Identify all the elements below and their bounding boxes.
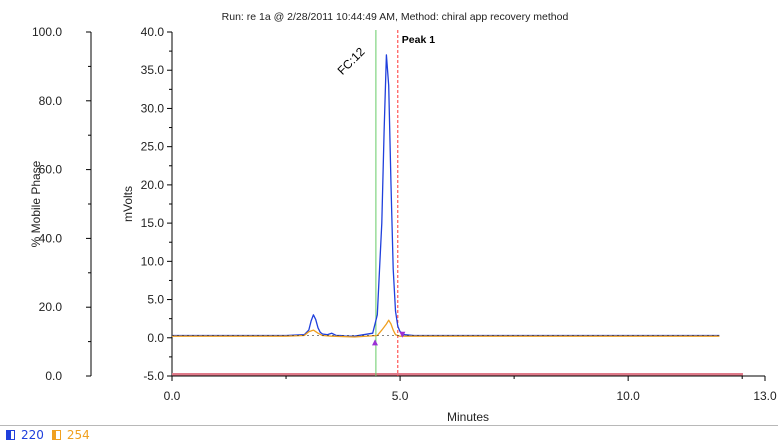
plot-area: FC:12 Peak 1 <box>172 30 743 376</box>
legend-item-220: 220 <box>6 428 44 442</box>
chromatogram-chart: Run: re 1a @ 2/28/2011 10:44:49 AM, Meth… <box>29 11 777 424</box>
y-tick-label: 25.0 <box>141 140 165 154</box>
x-tick-label: 0.0 <box>164 389 181 403</box>
y2-tick-label: 100.0 <box>32 25 62 39</box>
y-tick-label: 35.0 <box>141 63 165 77</box>
y2-tick-label: 80.0 <box>39 94 63 108</box>
y2-tick-label: 0.0 <box>45 369 62 383</box>
y-tick-label: 0.0 <box>147 331 164 345</box>
legend: 220 254 <box>6 428 98 442</box>
chart-title: Run: re 1a @ 2/28/2011 10:44:49 AM, Meth… <box>222 11 569 23</box>
legend-label-220: 220 <box>21 428 44 442</box>
y-tick-label: 20.0 <box>141 178 165 192</box>
y-tick-label: 15.0 <box>141 216 165 230</box>
fraction-label: FC:12 <box>335 44 368 77</box>
series-line-220 <box>172 54 720 337</box>
y-axis-label: mVolts <box>121 186 135 222</box>
x-tick-group: 0.0 5.0 10.0 13.0 <box>164 376 777 403</box>
y2-tick-label: 40.0 <box>39 231 63 245</box>
y-tick-label: 40.0 <box>141 25 165 39</box>
peak-label: Peak 1 <box>402 34 435 46</box>
y-tick-label: 10.0 <box>141 254 165 268</box>
y-tick-label: 5.0 <box>147 293 164 307</box>
legend-label-254: 254 <box>66 428 90 442</box>
y-tick-label: 30.0 <box>141 101 165 115</box>
x-tick-label: 13.0 <box>753 389 777 403</box>
y2-axis-label: % Mobile Phase <box>29 160 43 247</box>
y2-tick-label: 60.0 <box>39 163 63 177</box>
x-tick-label: 5.0 <box>392 389 409 403</box>
x-axis-label: Minutes <box>447 410 489 424</box>
y2-tick-group: 0.0 20.0 40.0 60.0 80.0 100.0 <box>32 25 91 383</box>
y-tick-label: -5.0 <box>143 369 164 383</box>
legend-item-254: 254 <box>51 428 90 442</box>
x-tick-label: 10.0 <box>616 389 640 403</box>
baseline-triangle <box>399 331 406 338</box>
series-line-254 <box>172 319 720 338</box>
legend-separator <box>0 425 778 426</box>
legend-swatch-254 <box>51 430 61 440</box>
y2-tick-label: 20.0 <box>39 300 63 314</box>
baseline-triangle <box>371 339 378 346</box>
legend-swatch-220 <box>6 430 15 440</box>
y-tick-group: -5.0 0.0 5.0 10.0 15.0 20.0 25.0 30.0 35.0 40.0 <box>141 25 172 383</box>
